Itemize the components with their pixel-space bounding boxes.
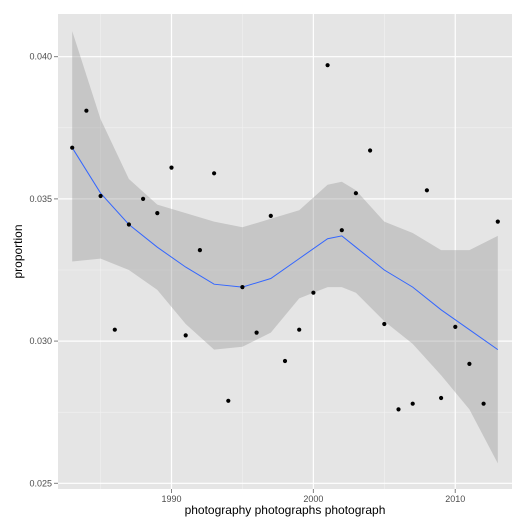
smooth-line: [71, 147, 499, 351]
points: [70, 63, 500, 412]
data-point: [254, 330, 259, 335]
data-point: [183, 333, 188, 338]
data-point: [70, 145, 75, 150]
data-point: [98, 193, 103, 199]
y-axis-ticks: 0.025 0.030 0.035 0.040: [29, 52, 58, 488]
data-point: [84, 108, 89, 113]
data-point: [240, 285, 245, 290]
data-point: [410, 401, 415, 406]
data-point: [325, 63, 330, 68]
data-point: [169, 165, 174, 170]
panel-background: [58, 14, 512, 489]
data-point: [212, 171, 217, 176]
data-point: [467, 361, 472, 366]
data-point: [424, 188, 429, 193]
y-tick-label: 0.035: [29, 194, 52, 204]
data-point: [268, 213, 273, 218]
data-point: [297, 327, 302, 332]
data-point: [481, 401, 486, 406]
data-point: [439, 395, 444, 401]
x-axis-ticks: 1990 2000 2010: [161, 489, 465, 504]
y-tick-label: 0.025: [29, 478, 52, 488]
data-point: [126, 222, 131, 227]
y-axis-title: proportion: [11, 224, 25, 278]
data-point: [141, 196, 146, 201]
x-tick-label: 1990: [161, 494, 181, 504]
data-point: [368, 148, 373, 153]
confidence-band: [72, 31, 498, 464]
x-axis-title: photography photographs photograph: [185, 503, 386, 517]
data-point: [112, 327, 117, 332]
y-tick-label: 0.040: [29, 52, 52, 62]
data-point: [282, 358, 288, 364]
data-point: [495, 219, 500, 224]
x-tick-label: 2010: [445, 494, 465, 504]
data-point: [396, 407, 401, 412]
data-point: [197, 248, 202, 253]
data-point: [353, 191, 358, 196]
data-point: [382, 321, 387, 327]
data-point: [226, 398, 231, 403]
grid-minor: [58, 14, 512, 489]
x-tick-label: 2000: [303, 494, 323, 504]
data-point: [311, 290, 316, 295]
data-point: [453, 324, 458, 329]
y-tick-label: 0.030: [29, 336, 52, 346]
grid-major: [58, 14, 512, 489]
data-point: [155, 211, 160, 216]
data-point: [339, 228, 344, 233]
